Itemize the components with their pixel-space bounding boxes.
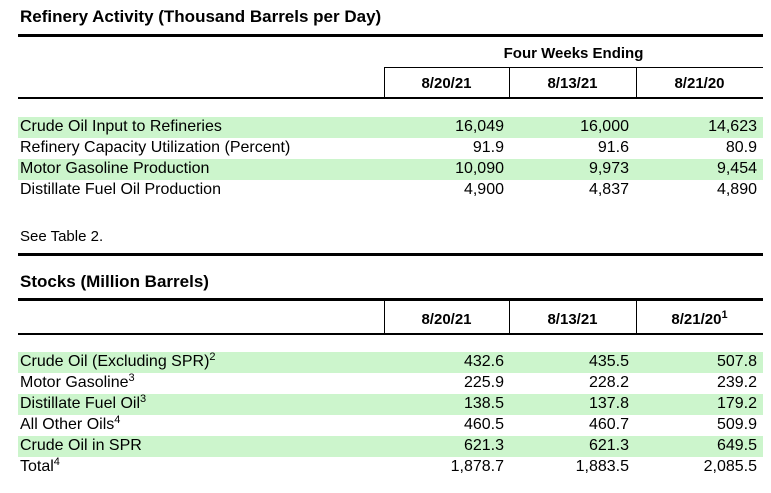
stocks-title-rule	[18, 298, 763, 301]
row-label-text: Motor Gasoline	[20, 374, 129, 391]
cell-value: 621.3	[588, 437, 629, 454]
table-row: Motor Gasoline Production 10,090 9,973 9…	[18, 159, 763, 180]
cell-value: 509.9	[716, 416, 757, 433]
table-row: Crude Oil in SPR 621.3 621.3 649.5	[18, 436, 763, 457]
row-label: Distillate Fuel Oil Production	[20, 181, 221, 198]
cell-value: 91.6	[597, 139, 629, 156]
refinery-col-header-3: 8/21/20	[674, 75, 725, 92]
row-label: Crude Oil (Excluding SPR)2	[20, 351, 216, 371]
table-row: Refinery Capacity Utilization (Percent) …	[18, 138, 763, 159]
row-label: Motor Gasoline3	[20, 372, 135, 392]
col-divider	[509, 300, 510, 333]
row-label: Distillate Fuel Oil3	[20, 393, 147, 413]
row-label-text: Crude Oil in SPR	[20, 437, 142, 454]
table-row: Motor Gasoline3 225.9 228.2 239.2	[18, 372, 763, 394]
row-label: All Other Oils4	[20, 414, 121, 434]
stocks-col-header-1: 8/20/21	[421, 311, 472, 328]
col-divider	[509, 67, 510, 97]
cell-value: 1,878.7	[450, 458, 504, 475]
cell-value: 1,883.5	[575, 458, 629, 475]
cell-value: 10,090	[455, 160, 504, 177]
footnote-marker: 4	[114, 414, 121, 426]
refinery-title: Refinery Activity (Thousand Barrels per …	[20, 7, 382, 26]
cell-value: 4,890	[716, 181, 757, 198]
refinery-header-bottom-rule	[18, 97, 763, 99]
cell-value: 14,623	[708, 118, 757, 135]
row-label: Crude Oil Input to Refineries	[20, 118, 222, 135]
col-header-text: 8/21/20	[671, 311, 722, 328]
cell-value: 460.7	[588, 416, 629, 433]
footnote-marker: 2	[209, 351, 216, 363]
cell-value: 225.9	[463, 374, 504, 391]
four-weeks-header: Four Weeks Ending	[503, 45, 644, 62]
row-label-text: Total	[20, 458, 54, 475]
cell-value: 80.9	[725, 139, 757, 156]
cell-value: 621.3	[463, 437, 504, 454]
cell-value: 507.8	[716, 353, 757, 370]
col-divider	[636, 67, 637, 97]
see-table-note: See Table 2.	[20, 228, 104, 245]
table-row: All Other Oils4 460.5 460.7 509.9	[18, 414, 763, 436]
table-row: Total4 1,878.7 1,883.5 2,085.5	[18, 456, 763, 478]
cell-value: 4,900	[463, 181, 504, 198]
table-row: Crude Oil Input to Refineries 16,049 16,…	[18, 117, 763, 138]
cell-value: 435.5	[588, 353, 629, 370]
table-row: Crude Oil (Excluding SPR)2 432.6 435.5 5…	[18, 351, 763, 373]
row-label-text: Crude Oil (Excluding SPR)	[20, 353, 210, 370]
cell-value: 228.2	[588, 374, 629, 391]
cell-value: 432.6	[463, 353, 504, 370]
cell-value: 179.2	[716, 395, 757, 412]
col-divider	[384, 300, 385, 333]
row-label: Refinery Capacity Utilization (Percent)	[20, 139, 291, 156]
cell-value: 4,837	[588, 181, 629, 198]
footnote-marker: 3	[140, 393, 147, 405]
cell-value: 138.5	[463, 395, 504, 412]
stocks-col-header-2: 8/13/21	[547, 311, 598, 328]
stocks-col-header-3: 8/21/201	[636, 309, 763, 328]
col-divider	[384, 67, 385, 97]
footnote-marker: 3	[128, 372, 135, 384]
cell-value: 9,973	[588, 160, 629, 177]
refinery-top-rule	[18, 34, 763, 37]
cell-value: 9,454	[716, 160, 757, 177]
stocks-title: Stocks (Million Barrels)	[20, 272, 209, 291]
cell-value: 16,000	[580, 118, 629, 135]
row-label-text: All Other Oils	[20, 416, 115, 433]
cell-value: 460.5	[463, 416, 504, 433]
refinery-col-header-1: 8/20/21	[421, 75, 472, 92]
row-label-text: Distillate Fuel Oil	[20, 395, 141, 412]
stocks-header-bottom-rule	[18, 333, 763, 335]
col-divider	[636, 300, 637, 333]
row-label: Total4	[20, 456, 60, 476]
cell-value: 2,085.5	[703, 458, 757, 475]
row-label: Motor Gasoline Production	[20, 160, 210, 177]
cell-value: 137.8	[588, 395, 629, 412]
footnote-marker: 4	[53, 456, 60, 468]
refinery-col-header-2: 8/13/21	[547, 75, 598, 92]
cell-value: 649.5	[716, 437, 757, 454]
footnote-marker: 1	[721, 309, 728, 321]
cell-value: 91.9	[472, 139, 504, 156]
cell-value: 16,049	[455, 118, 504, 135]
group-header-rule	[384, 67, 763, 68]
table-row: Distillate Fuel Oil Production 4,900 4,8…	[18, 180, 763, 201]
table-row: Distillate Fuel Oil3 138.5 137.8 179.2	[18, 393, 763, 415]
cell-value: 239.2	[716, 374, 757, 391]
row-label: Crude Oil in SPR	[20, 437, 142, 455]
stocks-top-rule	[18, 253, 763, 256]
